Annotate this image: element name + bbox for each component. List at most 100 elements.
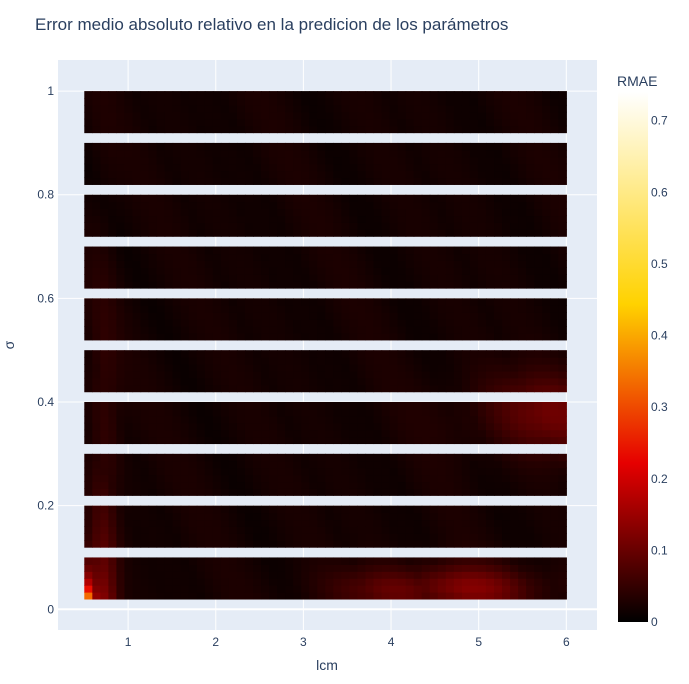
data-cell [244, 125, 254, 134]
data-cell [220, 453, 230, 462]
data-cell [405, 163, 415, 172]
data-cell [518, 118, 527, 127]
data-cell [357, 281, 367, 289]
data-cell [494, 281, 503, 289]
data-cell [100, 118, 109, 127]
data-cell [261, 229, 270, 237]
data-cell [349, 215, 359, 223]
data-cell [437, 305, 447, 313]
data-cell [405, 460, 415, 469]
data-cell [542, 125, 551, 134]
data-cell [341, 319, 351, 327]
data-cell [461, 357, 471, 365]
data-cell [204, 267, 214, 275]
data-cell [236, 384, 246, 393]
data-cell [164, 194, 174, 203]
data-cell [381, 332, 391, 341]
data-cell [518, 215, 527, 223]
data-cell [429, 215, 439, 223]
data-cell [453, 408, 463, 417]
data-cell [445, 533, 455, 541]
data-cell [421, 319, 431, 327]
data-cell [148, 408, 158, 417]
data-cell [220, 319, 230, 327]
data-cell [502, 488, 511, 496]
data-cell [204, 312, 214, 320]
data-cell [558, 312, 567, 320]
data-cell [204, 557, 214, 565]
data-cell [357, 357, 367, 365]
data-cell [461, 564, 471, 572]
data-cell [293, 408, 302, 417]
data-cell [405, 512, 415, 521]
data-cell [220, 488, 230, 496]
data-cell [357, 229, 367, 237]
data-cell [188, 436, 198, 445]
data-cell [558, 298, 567, 306]
data-cell [550, 519, 559, 527]
data-cell [526, 222, 535, 230]
data-cell [269, 512, 278, 521]
data-band [84, 298, 567, 341]
data-cell [100, 215, 109, 223]
data-cell [261, 194, 270, 203]
data-cell [405, 564, 415, 572]
data-cell [301, 125, 310, 134]
data-cell [228, 384, 238, 393]
y-axis-title: σ [1, 340, 17, 349]
data-cell [494, 512, 503, 521]
data-cell [477, 332, 487, 341]
data-cell [293, 125, 302, 134]
data-cell [413, 370, 423, 379]
data-cell [341, 564, 351, 572]
data-cell [518, 111, 527, 120]
data-cell [277, 592, 286, 600]
data-cell [164, 370, 174, 379]
data-cell [156, 156, 166, 165]
y-tick-label: 1 [47, 84, 54, 98]
data-cell [445, 364, 455, 372]
data-cell [196, 436, 206, 445]
data-cell [437, 571, 447, 579]
data-cell [100, 526, 109, 534]
data-cell [124, 512, 134, 521]
data-cell [534, 253, 543, 261]
data-cell [510, 215, 519, 223]
data-cell [84, 402, 93, 410]
data-cell [253, 370, 262, 379]
data-cell [301, 142, 310, 151]
data-cell [469, 194, 479, 203]
data-cell [188, 91, 198, 99]
data-cell [526, 526, 535, 534]
data-cell [156, 312, 166, 320]
data-cell [389, 564, 399, 572]
data-cell [526, 512, 535, 521]
data-cell [389, 533, 399, 541]
data-cell [188, 118, 198, 127]
data-cell [164, 326, 174, 334]
data-cell [325, 453, 334, 462]
data-cell [317, 429, 326, 438]
data-cell [542, 274, 551, 282]
data-cell [253, 415, 262, 424]
data-cell [140, 274, 150, 282]
data-cell [405, 453, 415, 462]
data-cell [148, 357, 158, 365]
data-cell [132, 370, 142, 379]
data-cell [261, 170, 270, 179]
data-cell [228, 377, 238, 386]
data-cell [261, 519, 270, 527]
data-cell [534, 98, 543, 106]
data-cell [212, 540, 222, 548]
data-cell [309, 481, 318, 489]
data-cell [116, 156, 126, 165]
data-cell [317, 540, 326, 548]
data-cell [188, 384, 198, 393]
data-cell [140, 408, 150, 417]
data-cell [92, 533, 101, 541]
data-cell [84, 305, 93, 313]
data-cell [429, 142, 439, 151]
data-cell [494, 163, 503, 172]
data-cell [277, 281, 286, 289]
data-cell [333, 332, 342, 341]
